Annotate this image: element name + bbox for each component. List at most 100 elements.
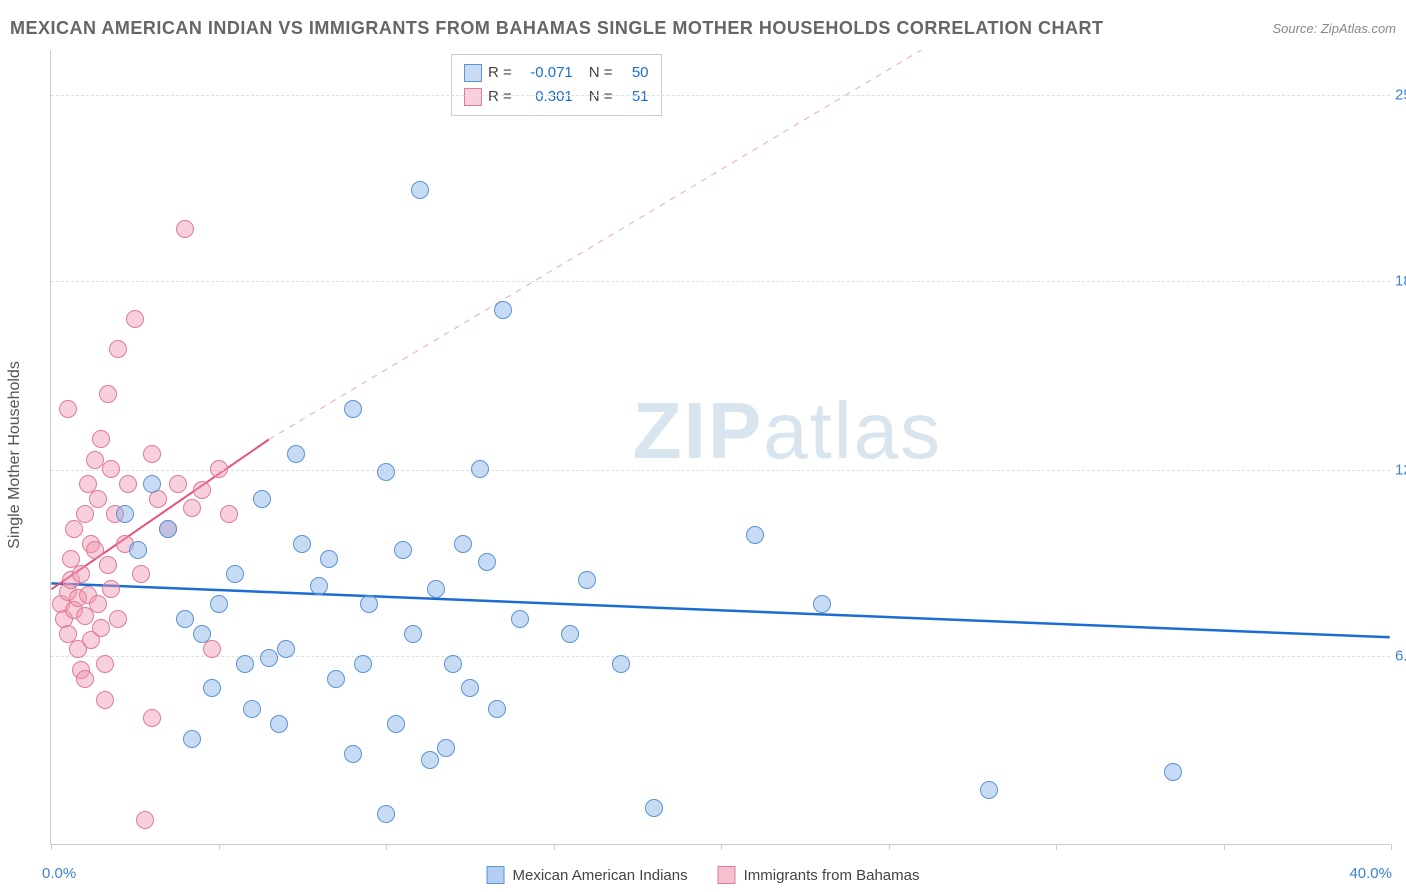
x-tick	[386, 844, 387, 850]
data-point	[136, 811, 154, 829]
legend-swatch	[487, 866, 505, 884]
data-point	[92, 619, 110, 637]
watermark-light: atlas	[763, 386, 942, 475]
stats-legend: R =-0.071N =50R =0.301N =51	[451, 54, 662, 116]
data-point	[360, 595, 378, 613]
plot-area: ZIPatlas R =-0.071N =50R =0.301N =51 6.3…	[50, 50, 1390, 845]
data-point	[183, 499, 201, 517]
title-bar: MEXICAN AMERICAN INDIAN VS IMMIGRANTS FR…	[10, 18, 1396, 39]
data-point	[320, 550, 338, 568]
watermark-bold: ZIP	[633, 386, 763, 475]
data-point	[746, 526, 764, 544]
data-point	[89, 490, 107, 508]
data-point	[76, 505, 94, 523]
data-point	[277, 640, 295, 658]
data-point	[377, 463, 395, 481]
source-label: Source: ZipAtlas.com	[1272, 21, 1396, 36]
data-point	[65, 520, 83, 538]
data-point	[461, 679, 479, 697]
data-point	[203, 679, 221, 697]
x-tick	[1391, 844, 1392, 850]
data-point	[109, 610, 127, 628]
data-point	[99, 385, 117, 403]
data-point	[109, 340, 127, 358]
data-point	[561, 625, 579, 643]
data-point	[86, 541, 104, 559]
chart-title: MEXICAN AMERICAN INDIAN VS IMMIGRANTS FR…	[10, 18, 1104, 39]
data-point	[143, 709, 161, 727]
data-point	[210, 460, 228, 478]
data-point	[193, 625, 211, 643]
data-point	[310, 577, 328, 595]
legend-swatch	[464, 88, 482, 106]
data-point	[159, 520, 177, 538]
trend-lines-svg	[51, 50, 1390, 844]
data-point	[176, 610, 194, 628]
x-tick	[554, 844, 555, 850]
x-end-label: 40.0%	[1349, 865, 1392, 882]
data-point	[980, 781, 998, 799]
data-point	[243, 700, 261, 718]
data-point	[203, 640, 221, 658]
legend-swatch	[718, 866, 736, 884]
data-point	[454, 535, 472, 553]
x-tick	[51, 844, 52, 850]
y-tick-label: 18.8%	[1395, 273, 1406, 290]
data-point	[494, 301, 512, 319]
y-axis-label: Single Mother Households	[6, 361, 24, 549]
data-point	[377, 805, 395, 823]
data-point	[126, 310, 144, 328]
data-point	[404, 625, 422, 643]
data-point	[444, 655, 462, 673]
data-point	[210, 595, 228, 613]
data-point	[253, 490, 271, 508]
x-tick	[1056, 844, 1057, 850]
gridline	[51, 95, 1390, 96]
r-value: -0.071	[518, 61, 573, 85]
data-point	[129, 541, 147, 559]
x-tick	[219, 844, 220, 850]
n-value: 51	[619, 85, 649, 109]
r-label: R =	[488, 85, 512, 109]
legend-label: Immigrants from Bahamas	[744, 867, 920, 884]
legend-item: Immigrants from Bahamas	[718, 866, 920, 884]
data-point	[132, 565, 150, 583]
data-point	[511, 610, 529, 628]
data-point	[99, 556, 117, 574]
data-point	[92, 430, 110, 448]
data-point	[86, 451, 104, 469]
data-point	[578, 571, 596, 589]
gridline	[51, 470, 1390, 471]
x-tick	[889, 844, 890, 850]
data-point	[119, 475, 137, 493]
x-tick	[721, 844, 722, 850]
n-value: 50	[619, 61, 649, 85]
r-label: R =	[488, 61, 512, 85]
data-point	[143, 475, 161, 493]
chart-container: MEXICAN AMERICAN INDIAN VS IMMIGRANTS FR…	[0, 0, 1406, 892]
bottom-legend: Mexican American Indians Immigrants from …	[487, 866, 920, 884]
data-point	[183, 730, 201, 748]
data-point	[169, 475, 187, 493]
data-point	[1164, 763, 1182, 781]
x-tick	[1224, 844, 1225, 850]
data-point	[102, 460, 120, 478]
x-start-label: 0.0%	[42, 865, 76, 882]
legend-swatch	[464, 64, 482, 82]
stats-legend-row: R =0.301N =51	[464, 85, 649, 109]
data-point	[394, 541, 412, 559]
data-point	[387, 715, 405, 733]
data-point	[226, 565, 244, 583]
data-point	[287, 445, 305, 463]
legend-item: Mexican American Indians	[487, 866, 688, 884]
r-value: 0.301	[518, 85, 573, 109]
data-point	[327, 670, 345, 688]
data-point	[612, 655, 630, 673]
data-point	[813, 595, 831, 613]
data-point	[260, 649, 278, 667]
data-point	[478, 553, 496, 571]
data-point	[236, 655, 254, 673]
data-point	[143, 445, 161, 463]
data-point	[176, 220, 194, 238]
data-point	[427, 580, 445, 598]
